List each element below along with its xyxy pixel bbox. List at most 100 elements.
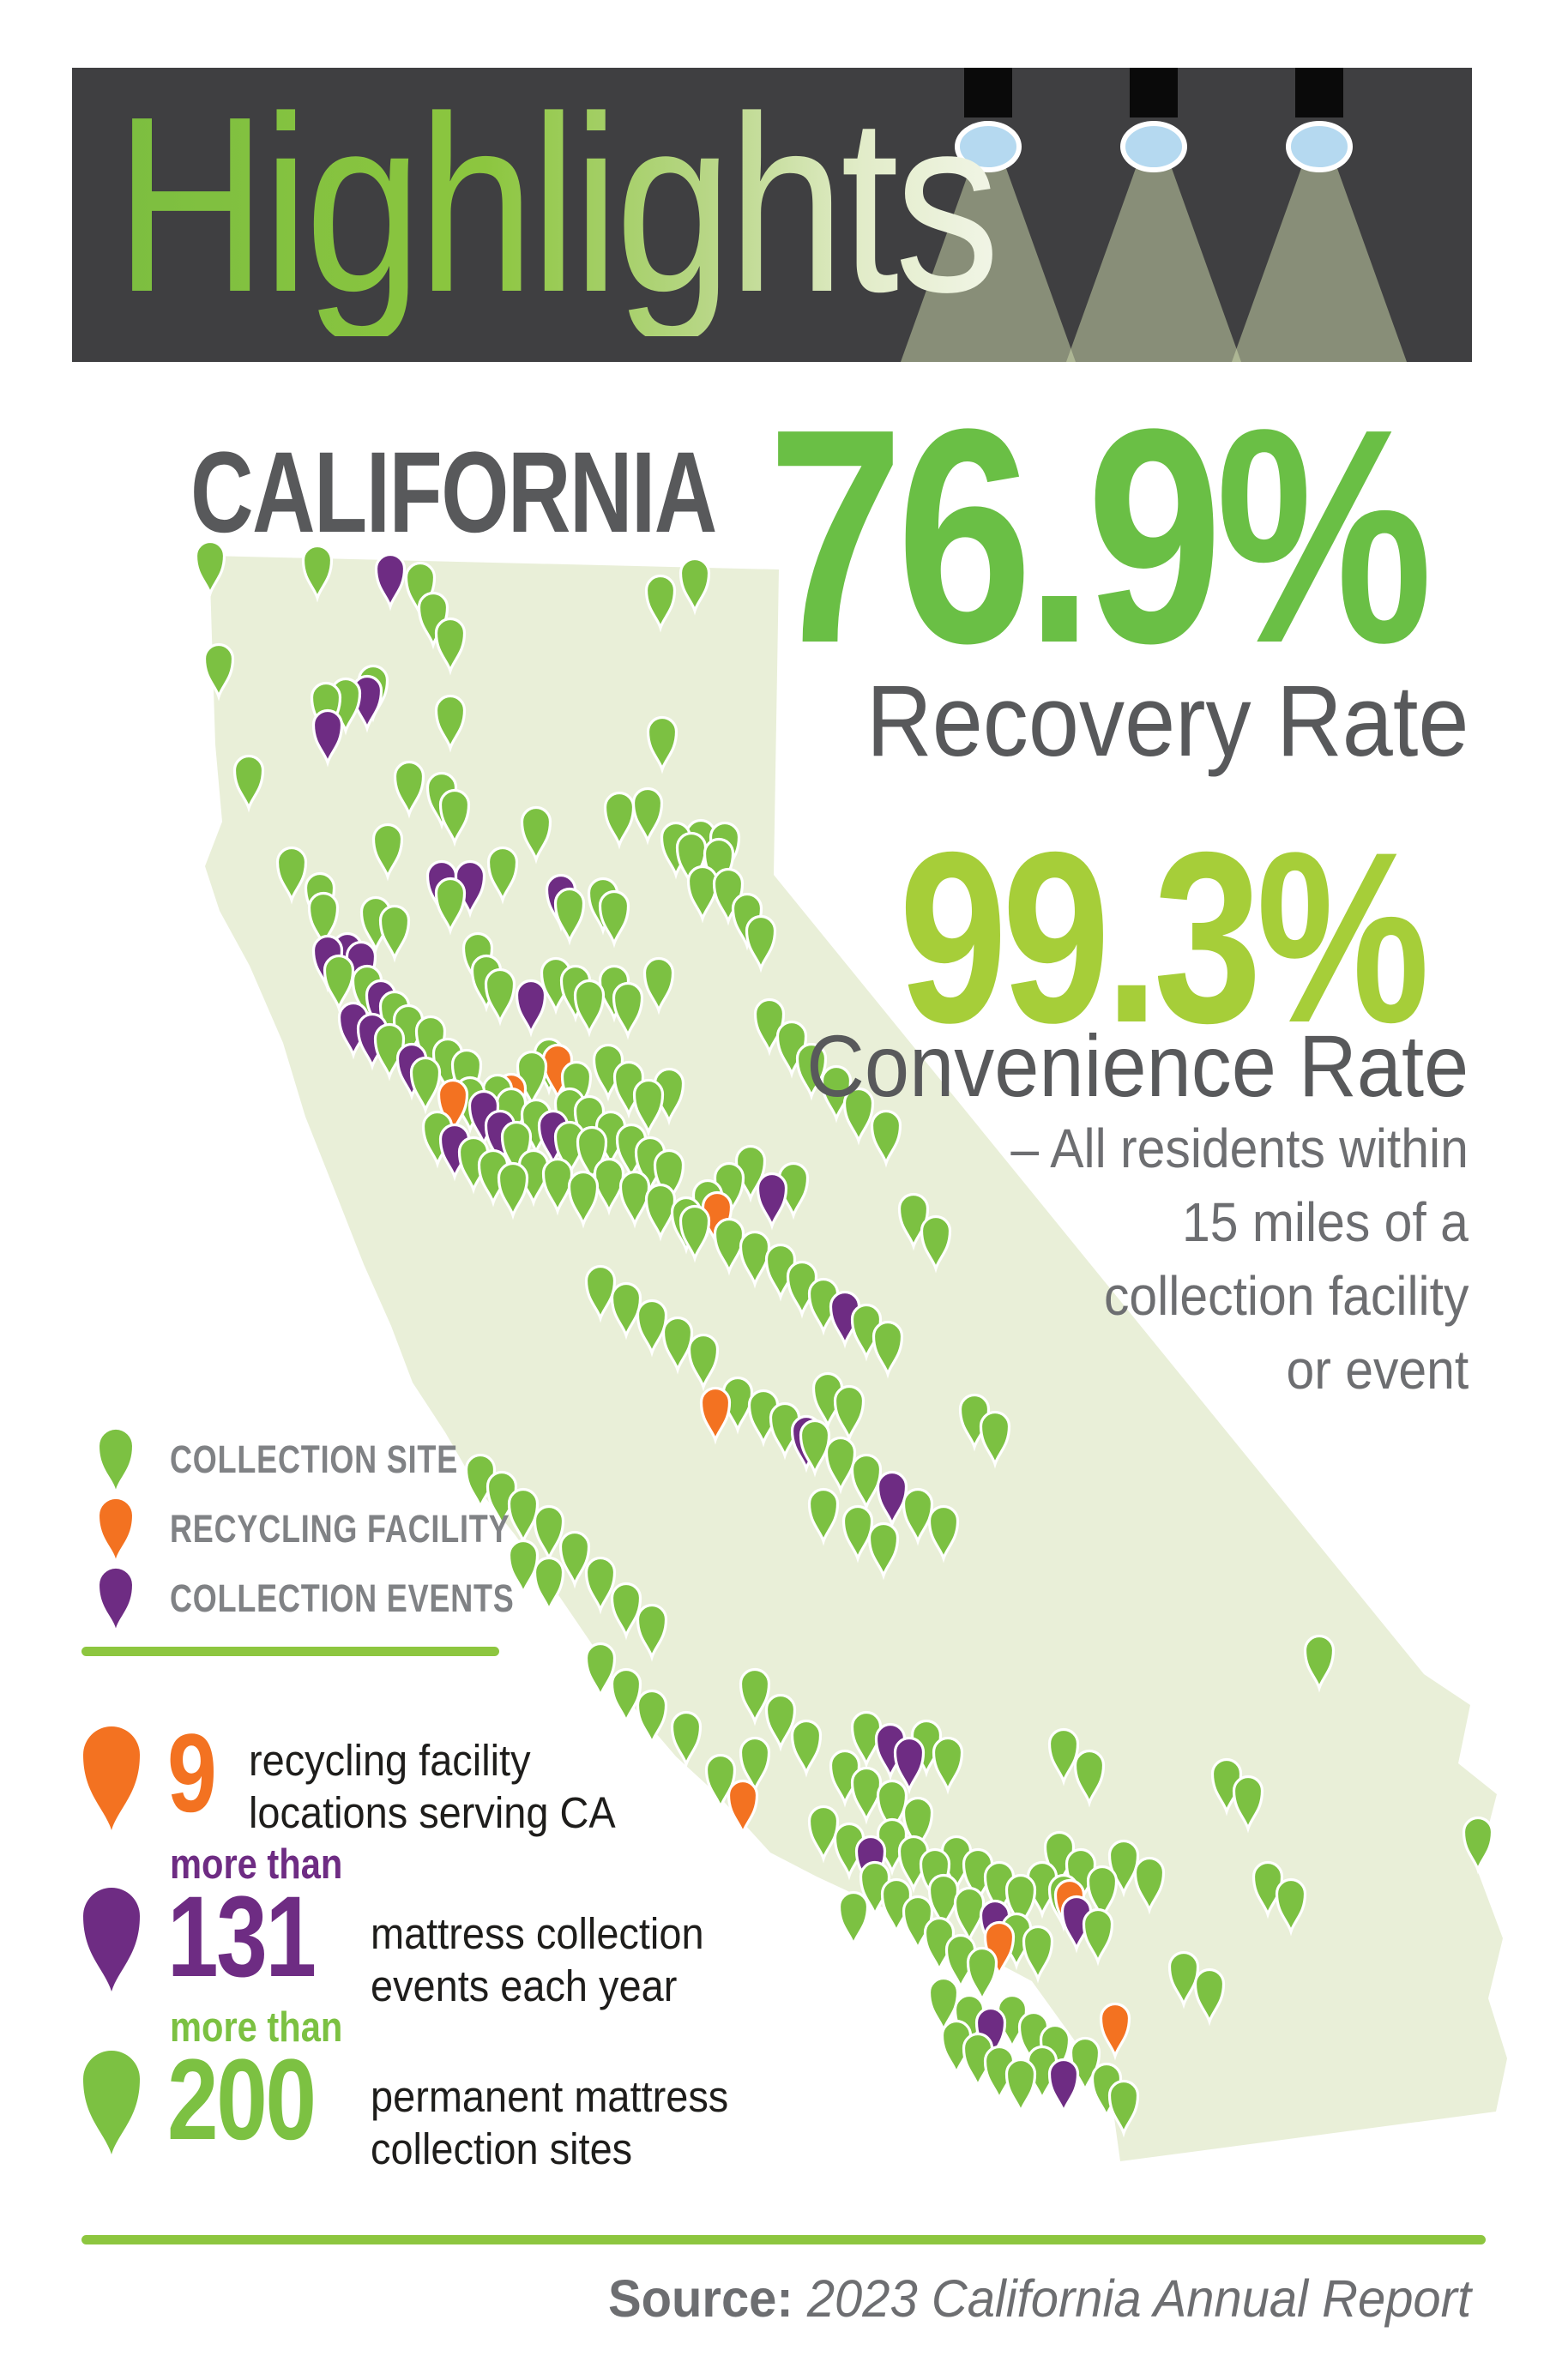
- collection-site-pin-icon: [573, 979, 606, 1038]
- state-title: CALIFORNIA: [190, 429, 717, 557]
- collection-event-pin-icon: [311, 708, 344, 768]
- collection-site-pin-icon: [275, 846, 308, 905]
- spotlight-lens-icon: [1120, 121, 1187, 172]
- collection-event-pin-icon: [515, 979, 547, 1038]
- collection-site-pin-icon: [867, 1521, 900, 1581]
- california-outline: [205, 556, 1507, 2161]
- fact-description: mattress collection events each year: [371, 1909, 704, 2010]
- collection-site-pin-icon: [558, 1530, 591, 1589]
- collection-site-pin-icon: [1133, 1856, 1166, 1915]
- legend-divider: [81, 1647, 499, 1656]
- collection-site-pin-icon: [533, 1556, 565, 1615]
- recycling-facility-pin-icon: [727, 1779, 759, 1838]
- legend-label: COLLECTION EVENTS: [170, 1576, 515, 1620]
- fact-value: 131: [167, 1873, 317, 2001]
- collection-site-pin-icon: [636, 1689, 668, 1748]
- collection-site-pin-icon: [1193, 1967, 1226, 2027]
- collection-site-pin-icon: [1086, 1865, 1119, 1924]
- spotlights-graphic: [901, 68, 1407, 362]
- legend-label: COLLECTION SITE: [170, 1437, 458, 1481]
- collection-site-pin-icon: [739, 1736, 771, 1795]
- collection-site-pin-icon: [584, 1642, 617, 1701]
- footer-divider: [81, 2235, 1486, 2244]
- source-text: 2023 California Annual Report: [806, 2269, 1471, 2328]
- collection-site-pin-icon: [194, 539, 226, 599]
- collection-site-pin-icon: [1047, 1727, 1080, 1787]
- collection-site-pin-icon: [434, 877, 467, 936]
- collection-site-pin-icon: [966, 1946, 998, 2005]
- collection-site-pin-icon: [202, 642, 235, 702]
- recovery-rate-label: Recovery Rate: [865, 665, 1469, 778]
- page-title: Highlights: [115, 68, 1000, 344]
- fact-pin-icon: [83, 1726, 140, 1830]
- collection-site-pin-icon: [301, 544, 334, 603]
- collection-site-pin-icon: [434, 694, 467, 753]
- collection-site-pin-icon: [653, 1148, 685, 1208]
- collection-site-pin-icon: [646, 715, 679, 774]
- convenience-note-line: – All residents within: [1010, 1118, 1469, 1179]
- collection-site-pin-icon: [567, 1170, 600, 1229]
- collection-site-pin-icon: [979, 1410, 1011, 1469]
- collection-site-pin-icon: [670, 1710, 703, 1769]
- header-banner: Highlights: [72, 68, 1472, 362]
- light-beam: [901, 149, 1076, 362]
- collection-site-pin-icon: [870, 1109, 902, 1168]
- collection-site-pin-icon: [745, 914, 777, 973]
- collection-site-pin-icon: [807, 1487, 840, 1546]
- legend-item-collection-events: COLLECTION EVENTS: [86, 1564, 600, 1633]
- recycling-facility-pin-icon: [699, 1386, 732, 1445]
- recycling-facility-pin-icon: [437, 1078, 469, 1137]
- collection-site-pin-icon: [837, 1890, 870, 1949]
- collection-site-pin-icon: [679, 1204, 711, 1263]
- fact-value: 9: [167, 1710, 217, 1835]
- spotlight-fixture: [1130, 68, 1178, 117]
- fact-description: permanent mattress collection sites: [371, 2072, 729, 2173]
- collection-site-pin-icon: [576, 1125, 608, 1184]
- fact-pin-icon: [83, 2051, 140, 2154]
- california-map: [194, 539, 1507, 2161]
- fact-value: 200: [167, 2036, 317, 2164]
- convenience-rate-value: 99.3%: [898, 802, 1430, 1074]
- collection-site-pin-icon: [533, 1504, 565, 1564]
- collection-site-pin-icon: [323, 954, 355, 1013]
- legend-item-collection-site: COLLECTION SITE: [86, 1425, 530, 1494]
- collection-site-pin-icon: [686, 865, 719, 924]
- collection-site-pin-icon: [902, 1796, 934, 1855]
- collection-event-pin-icon: [756, 1172, 788, 1231]
- recycling-facility-pin-icon: [1099, 2002, 1131, 2061]
- fact-pin-icon: [83, 1888, 140, 1991]
- spotlight-lens-icon: [955, 121, 1022, 172]
- recovery-rate-value: 76.9%: [767, 366, 1432, 707]
- collection-site-pin-icon: [409, 1056, 442, 1115]
- convenience-note: – All residents within 15 miles of a colle…: [971, 1112, 1469, 1407]
- collection-site-pin-icon: [833, 1384, 865, 1443]
- collection-site-pin-icon: [920, 1214, 952, 1274]
- collection-site-pin-icon: [307, 891, 340, 950]
- collection-site-pin-icon: [1004, 1873, 1037, 1932]
- collection-site-pin-icon: [739, 1667, 771, 1726]
- light-beam: [1066, 149, 1241, 362]
- collection-site-pin-icon: [1073, 1749, 1106, 1808]
- collection-site-pin-icon: [642, 956, 675, 1015]
- collection-site-pin-icon: [687, 1333, 720, 1392]
- collection-site-pin-icon: [497, 1161, 529, 1220]
- collection-site-pin-icon: [636, 1603, 668, 1662]
- collection-site-pin-icon: [603, 791, 636, 850]
- collection-site-pin-icon: [612, 981, 644, 1040]
- spotlight-lens-icon: [1286, 121, 1353, 172]
- collection-event-pin-icon: [1047, 2058, 1080, 2117]
- collection-site-pin-icon: [232, 754, 265, 813]
- collection-site-pin-icon: [631, 786, 664, 846]
- convenience-note-line: or event: [1286, 1339, 1469, 1401]
- fact-qualifier: more than: [170, 1841, 343, 1888]
- collection-site-pin-icon: [842, 1087, 875, 1146]
- collection-site-pin-icon: [378, 904, 411, 963]
- spotlight-fixture: [1295, 68, 1343, 117]
- convenience-rate-label: Convenience Rate: [805, 1017, 1469, 1115]
- spotlight-fixture: [964, 68, 1012, 117]
- collection-site-pin-icon: [393, 760, 425, 819]
- fact-description: recycling facility locations serving CA: [249, 1736, 616, 1837]
- convenience-note-line: collection facility: [1103, 1265, 1469, 1327]
- collection-site-pin-icon: [584, 1556, 617, 1615]
- collection-site-pin-icon: [675, 831, 708, 890]
